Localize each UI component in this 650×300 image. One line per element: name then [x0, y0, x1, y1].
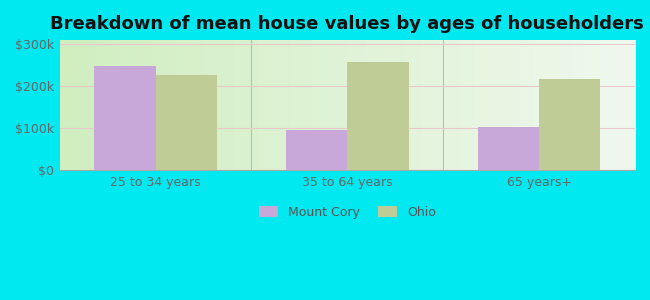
Bar	[539, 79, 601, 170]
Bar	[286, 130, 347, 170]
Bar	[94, 66, 155, 170]
Bar	[347, 62, 409, 170]
Bar	[478, 128, 539, 170]
Legend: Mount Cory, Ohio: Mount Cory, Ohio	[259, 206, 436, 219]
Bar	[155, 74, 217, 170]
Title: Breakdown of mean house values by ages of householders: Breakdown of mean house values by ages o…	[51, 15, 644, 33]
